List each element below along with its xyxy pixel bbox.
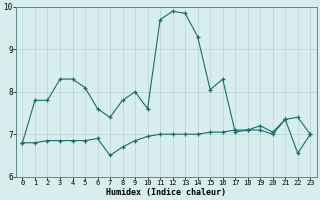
X-axis label: Humidex (Indice chaleur): Humidex (Indice chaleur) [106,188,226,197]
